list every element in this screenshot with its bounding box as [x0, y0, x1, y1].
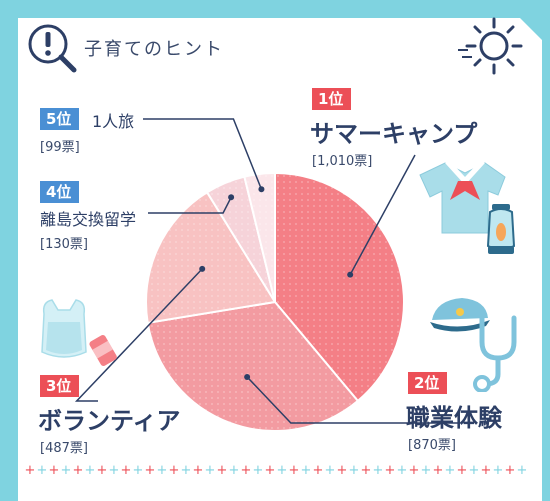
sailor-shirt-icon [419, 162, 506, 234]
cross-mark: + [421, 463, 432, 478]
slice-votes-3: [487票] [40, 441, 88, 456]
cross-mark: + [289, 463, 300, 478]
cross-mark: + [361, 463, 372, 478]
cross-mark: + [133, 463, 144, 478]
rank-badge-3: 3位 [40, 375, 80, 397]
cross-mark: + [49, 463, 60, 478]
pie-slice-texture-5 [244, 173, 275, 302]
cross-mark: + [301, 463, 312, 478]
can-icon [89, 334, 117, 367]
cross-mark: + [97, 463, 108, 478]
rank-badge-4: 4位 [40, 181, 80, 203]
cross-border: + + + + + + + + + + + + + + + + + + + + + + + + + + + + + + + + + + + + + + + +… [25, 463, 528, 478]
cap-icon [430, 298, 490, 332]
cross-mark: + [37, 463, 48, 478]
cross-mark: + [481, 463, 492, 478]
rank-badge-5: 5位 [40, 108, 80, 130]
cross-mark: + [337, 463, 348, 478]
cross-mark: + [61, 463, 72, 478]
cross-mark: + [145, 463, 156, 478]
leader-line-2 [246, 376, 458, 424]
cross-mark: + [25, 463, 36, 478]
cross-mark: + [253, 463, 264, 478]
slice-label-1: サマーキャンプ [310, 120, 478, 148]
cross-mark: + [217, 463, 228, 478]
cross-mark: + [397, 463, 408, 478]
pie-slice-texture-2 [147, 302, 358, 431]
pie-slice-texture-4 [207, 176, 275, 302]
cross-mark: + [85, 463, 96, 478]
cross-mark: + [277, 463, 288, 478]
rank-badge-2: 2位 [408, 372, 448, 394]
cross-mark: + [433, 463, 444, 478]
rank-badge-1: 1位 [312, 88, 352, 110]
slice-votes-4: [130票] [40, 237, 88, 252]
cross-mark: + [493, 463, 504, 478]
leader-line-3 [74, 268, 203, 402]
cross-mark: + [181, 463, 192, 478]
cross-mark: + [109, 463, 120, 478]
cross-mark: + [445, 463, 456, 478]
cross-mark: + [73, 463, 84, 478]
lantern-icon [486, 204, 516, 254]
slice-label-5: 1人旅 [92, 112, 135, 131]
cross-mark: + [229, 463, 240, 478]
cross-mark: + [193, 463, 204, 478]
cross-mark: + [205, 463, 216, 478]
sun-icon [458, 17, 523, 75]
slice-votes-5: [99票] [40, 140, 80, 155]
slice-label-3: ボランティア [38, 407, 181, 435]
cross-mark: + [313, 463, 324, 478]
leader-line-5 [143, 118, 263, 190]
cross-mark: + [265, 463, 276, 478]
cross-mark: + [457, 463, 468, 478]
corner-fold [520, 18, 542, 40]
cross-mark: + [469, 463, 480, 478]
cross-mark: + [409, 463, 420, 478]
cross-mark: + [517, 463, 528, 478]
cross-mark: + [241, 463, 252, 478]
plastic-bag-icon [41, 299, 87, 358]
header-title: 子育てのヒント [84, 39, 224, 60]
slice-label-4: 離島交換留学 [40, 210, 137, 229]
slice-votes-2: [870票] [408, 438, 456, 453]
pie-slice-texture-3 [146, 192, 275, 323]
cross-mark: + [373, 463, 384, 478]
cross-mark: + [349, 463, 360, 478]
cross-mark: + [121, 463, 132, 478]
slice-label-2: 職業体験 [406, 404, 502, 432]
slice-votes-1: [1,010票] [312, 154, 373, 169]
cross-mark: + [325, 463, 336, 478]
cross-mark: + [385, 463, 396, 478]
stethoscope-icon [473, 315, 517, 392]
pie-slice-texture-1 [275, 173, 404, 401]
leader-line-4 [148, 196, 232, 214]
leader-line-1 [349, 154, 416, 276]
cross-mark: + [157, 463, 168, 478]
magnifier-exclamation-icon [28, 24, 77, 73]
cross-mark: + [169, 463, 180, 478]
cross-mark: + [505, 463, 516, 478]
